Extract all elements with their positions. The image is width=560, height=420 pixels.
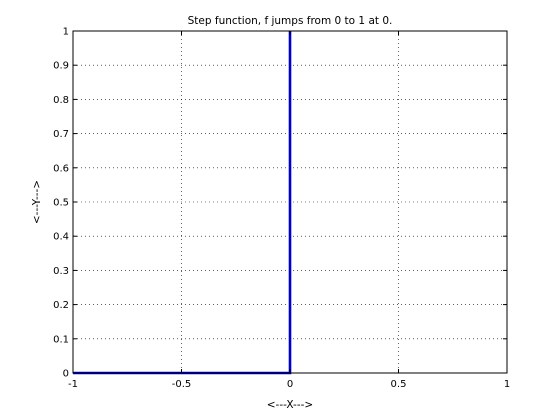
y-tick-label: 0 <box>63 369 69 380</box>
y-tick-label: 0.4 <box>53 232 69 243</box>
y-tick-label: 0.3 <box>53 266 69 277</box>
y-tick-label: 0.1 <box>53 334 69 345</box>
x-tick-label: 0.5 <box>391 379 407 390</box>
y-tick-label: 0.8 <box>53 95 69 106</box>
y-tick-label: 0.2 <box>53 300 69 311</box>
chart-title: Step function, f jumps from 0 to 1 at 0. <box>188 15 393 27</box>
x-axis-label: <---X---> <box>267 399 313 411</box>
x-tick-label: -1 <box>68 379 78 390</box>
ticks: -1 -0.5 0 0.5 1 0 0.1 0.2 0.3 0.4 0.5 0.6 0.7 0.8 0.9 1 <box>53 27 510 391</box>
y-tick-label: 0.7 <box>53 129 69 140</box>
x-tick-label: 1 <box>504 379 510 390</box>
y-tick-label: 1 <box>63 27 69 38</box>
y-tick-label: 0.6 <box>53 163 69 174</box>
y-tick-label: 0.5 <box>53 198 69 209</box>
y-axis-label: <---Y---> <box>31 180 43 224</box>
x-tick-label: 0 <box>287 379 293 390</box>
y-tick-label: 0.9 <box>53 61 69 72</box>
x-tick-label: -0.5 <box>172 379 192 390</box>
